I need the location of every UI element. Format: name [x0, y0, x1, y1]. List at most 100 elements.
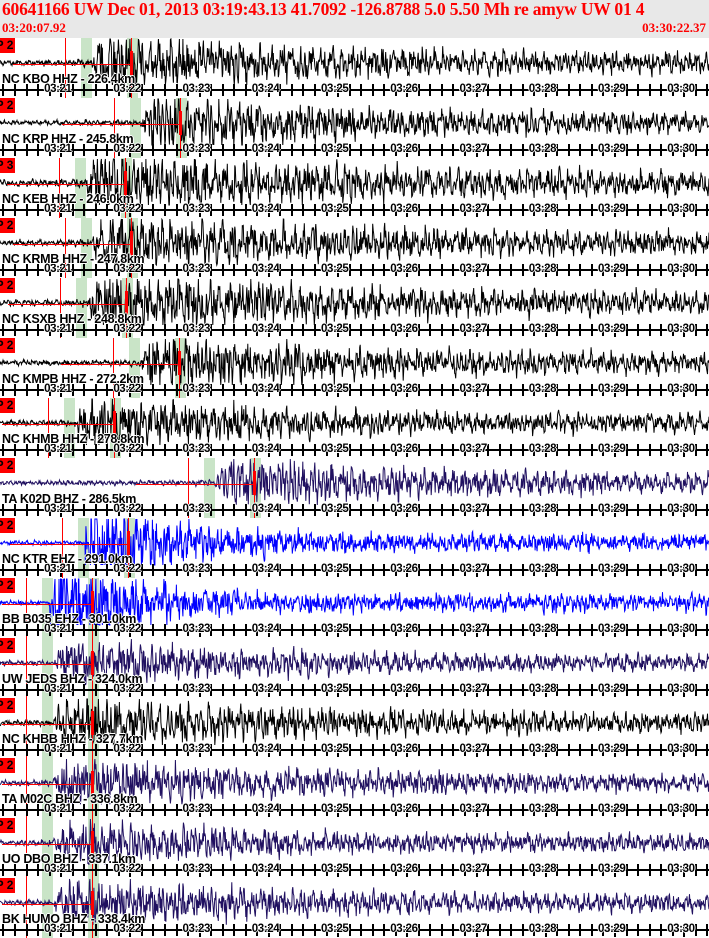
- axis-tick: [533, 264, 536, 276]
- trace-row[interactable]: 03:21 03:22 03:23 03:24 03:25 03:26 03:27 03:28…: [0, 578, 709, 638]
- trace-row[interactable]: 03:21 03:22 03:23 03:24 03:25 03:26 03:27 03:28…: [0, 38, 709, 98]
- trace-plot-area[interactable]: 03:21 03:22 03:23 03:24 03:25 03:26 03:27 03:28…: [0, 278, 709, 338]
- trace-row[interactable]: 03:21 03:22 03:23 03:24 03:25 03:26 03:27 03:28…: [0, 458, 709, 518]
- axis-tick: [221, 564, 224, 576]
- pick-line-reference[interactable]: [26, 818, 28, 878]
- phase-quality-tag[interactable]: eP 2: [0, 338, 16, 353]
- phase-quality-tag[interactable]: eP 2: [0, 578, 16, 593]
- pick-line-reference[interactable]: [26, 638, 28, 698]
- phase-quality-tag[interactable]: eP 2: [0, 398, 16, 413]
- pick-line-reference[interactable]: [26, 698, 28, 758]
- trace-row[interactable]: 03:21 03:22 03:23 03:24 03:25 03:26 03:27 03:28…: [0, 878, 709, 938]
- phase-quality-tag[interactable]: eP 2: [0, 638, 16, 653]
- axis-tick: [417, 564, 420, 576]
- trace-plot-area[interactable]: 03:21 03:22 03:23 03:24 03:25 03:26 03:27 03:28…: [0, 698, 709, 758]
- seismogram-trace-stack[interactable]: 03:21 03:22 03:23 03:24 03:25 03:26 03:27 03:28…: [0, 38, 709, 938]
- trace-plot-area[interactable]: 03:21 03:22 03:23 03:24 03:25 03:26 03:27 03:28…: [0, 458, 709, 518]
- axis-tick: [267, 324, 270, 337]
- phase-quality-tag[interactable]: eP 3: [0, 158, 16, 173]
- pick-line-reference[interactable]: [64, 218, 66, 278]
- pick-line-reference[interactable]: [26, 878, 28, 938]
- trace-row[interactable]: 03:21 03:22 03:23 03:24 03:25 03:26 03:27 03:28…: [0, 158, 709, 218]
- phase-quality-tag[interactable]: eP 2: [0, 98, 16, 113]
- pick-marker[interactable]: [91, 650, 95, 675]
- trace-plot-area[interactable]: 03:21 03:22 03:23 03:24 03:25 03:26 03:27 03:28…: [0, 638, 709, 698]
- axis-tick: [25, 504, 28, 516]
- phase-quality-tag[interactable]: eP 2: [0, 878, 16, 893]
- axis-tick: [129, 84, 132, 97]
- phase-quality-tag[interactable]: eP 2: [0, 698, 16, 713]
- trace-plot-area[interactable]: 03:21 03:22 03:23 03:24 03:25 03:26 03:27 03:28…: [0, 878, 709, 938]
- phase-quality-tag[interactable]: eP 2: [0, 38, 16, 53]
- trace-row[interactable]: 03:21 03:22 03:23 03:24 03:25 03:26 03:27 03:28…: [0, 638, 709, 698]
- trace-row[interactable]: 03:21 03:22 03:23 03:24 03:25 03:26 03:27 03:28…: [0, 278, 709, 338]
- pick-line-reference[interactable]: [26, 578, 28, 638]
- trace-row[interactable]: 03:21 03:22 03:23 03:24 03:25 03:26 03:27 03:28…: [0, 818, 709, 878]
- trace-row[interactable]: 03:21 03:22 03:23 03:24 03:25 03:26 03:27 03:28…: [0, 758, 709, 818]
- pick-line-reference[interactable]: [113, 98, 115, 158]
- station-label: NC KHMB HHZ - 278.8km: [2, 432, 145, 446]
- trace-plot-area[interactable]: 03:21 03:22 03:23 03:24 03:25 03:26 03:27 03:28…: [0, 338, 709, 398]
- axis-tick: [313, 744, 316, 756]
- phase-quality-tag[interactable]: eP 2: [0, 818, 16, 833]
- pick-marker[interactable]: [129, 230, 133, 255]
- axis-tick: [510, 684, 513, 696]
- trace-row[interactable]: 03:21 03:22 03:23 03:24 03:25 03:26 03:27 03:28…: [0, 518, 709, 578]
- axis-tick: [302, 204, 305, 216]
- pick-marker[interactable]: [129, 50, 133, 75]
- phase-quality-tag[interactable]: eP 2: [0, 518, 16, 533]
- axis-tick: [487, 564, 489, 576]
- pick-marker[interactable]: [112, 410, 116, 435]
- phase-quality-tag[interactable]: eP 2: [0, 218, 16, 233]
- trace-row[interactable]: 03:21 03:22 03:23 03:24 03:25 03:26 03:27 03:28…: [0, 218, 709, 278]
- pick-line-reference[interactable]: [188, 458, 190, 518]
- phase-quality-tag[interactable]: eP 2: [0, 278, 16, 293]
- trace-plot-area[interactable]: 03:21 03:22 03:23 03:24 03:25 03:26 03:27 03:28…: [0, 98, 709, 158]
- axis-tick-label: 03:28: [528, 83, 557, 95]
- trace-plot-area[interactable]: 03:21 03:22 03:23 03:24 03:25 03:26 03:27 03:28…: [0, 398, 709, 458]
- axis-tick: [221, 444, 224, 456]
- pick-line-reference[interactable]: [61, 518, 63, 578]
- trace-plot-area[interactable]: 03:21 03:22 03:23 03:24 03:25 03:26 03:27 03:28…: [0, 158, 709, 218]
- trace-row[interactable]: 03:21 03:22 03:23 03:24 03:25 03:26 03:27 03:28…: [0, 698, 709, 758]
- pick-line-reference[interactable]: [47, 398, 49, 458]
- axis-tick: [648, 504, 651, 516]
- pick-marker[interactable]: [253, 470, 257, 495]
- pick-marker[interactable]: [91, 890, 95, 915]
- axis-tick: [60, 684, 63, 697]
- trace-plot-area[interactable]: 03:21 03:22 03:23 03:24 03:25 03:26 03:27 03:28…: [0, 518, 709, 578]
- axis-tick: [129, 564, 132, 577]
- pick-marker[interactable]: [125, 290, 129, 315]
- axis-baseline: [0, 149, 709, 151]
- pick-marker[interactable]: [124, 170, 128, 195]
- phase-quality-tag[interactable]: eP 2: [0, 458, 16, 473]
- phase-quality-tag[interactable]: eP 2: [0, 758, 16, 773]
- pick-marker[interactable]: [91, 830, 95, 855]
- pick-marker[interactable]: [126, 530, 130, 555]
- axis-tick: [71, 624, 74, 636]
- pick-marker[interactable]: [177, 350, 181, 375]
- pick-line-reference[interactable]: [26, 758, 28, 818]
- trace-row[interactable]: 03:21 03:22 03:23 03:24 03:25 03:26 03:27 03:28…: [0, 98, 709, 158]
- trace-plot-area[interactable]: 03:21 03:22 03:23 03:24 03:25 03:26 03:27 03:28…: [0, 218, 709, 278]
- pick-line-reference[interactable]: [112, 338, 114, 398]
- axis-tick: [106, 264, 109, 276]
- axis-tick: [452, 264, 455, 276]
- trace-plot-area[interactable]: 03:21 03:22 03:23 03:24 03:25 03:26 03:27 03:28…: [0, 758, 709, 818]
- pick-marker[interactable]: [91, 770, 95, 795]
- pick-line-reference[interactable]: [60, 278, 62, 338]
- pick-marker[interactable]: [91, 590, 95, 615]
- trace-row[interactable]: 03:21 03:22 03:23 03:24 03:25 03:26 03:27 03:28…: [0, 398, 709, 458]
- pick-line-reference[interactable]: [64, 38, 66, 98]
- pick-line-reference[interactable]: [59, 158, 61, 218]
- pick-marker[interactable]: [178, 110, 182, 135]
- trace-plot-area[interactable]: 03:21 03:22 03:23 03:24 03:25 03:26 03:27 03:28…: [0, 818, 709, 878]
- trace-plot-area[interactable]: 03:21 03:22 03:23 03:24 03:25 03:26 03:27 03:28…: [0, 38, 709, 98]
- axis-tick: [37, 144, 39, 156]
- trace-plot-area[interactable]: 03:21 03:22 03:23 03:24 03:25 03:26 03:27 03:28…: [0, 578, 709, 638]
- axis-tick: [487, 444, 489, 456]
- pick-marker[interactable]: [91, 710, 95, 735]
- trace-row[interactable]: 03:21 03:22 03:23 03:24 03:25 03:26 03:27 03:28…: [0, 338, 709, 398]
- axis-tick: [648, 204, 651, 216]
- time-axis: 03:21 03:22 03:23 03:24 03:25 03:26 03:27 03:28…: [0, 503, 709, 518]
